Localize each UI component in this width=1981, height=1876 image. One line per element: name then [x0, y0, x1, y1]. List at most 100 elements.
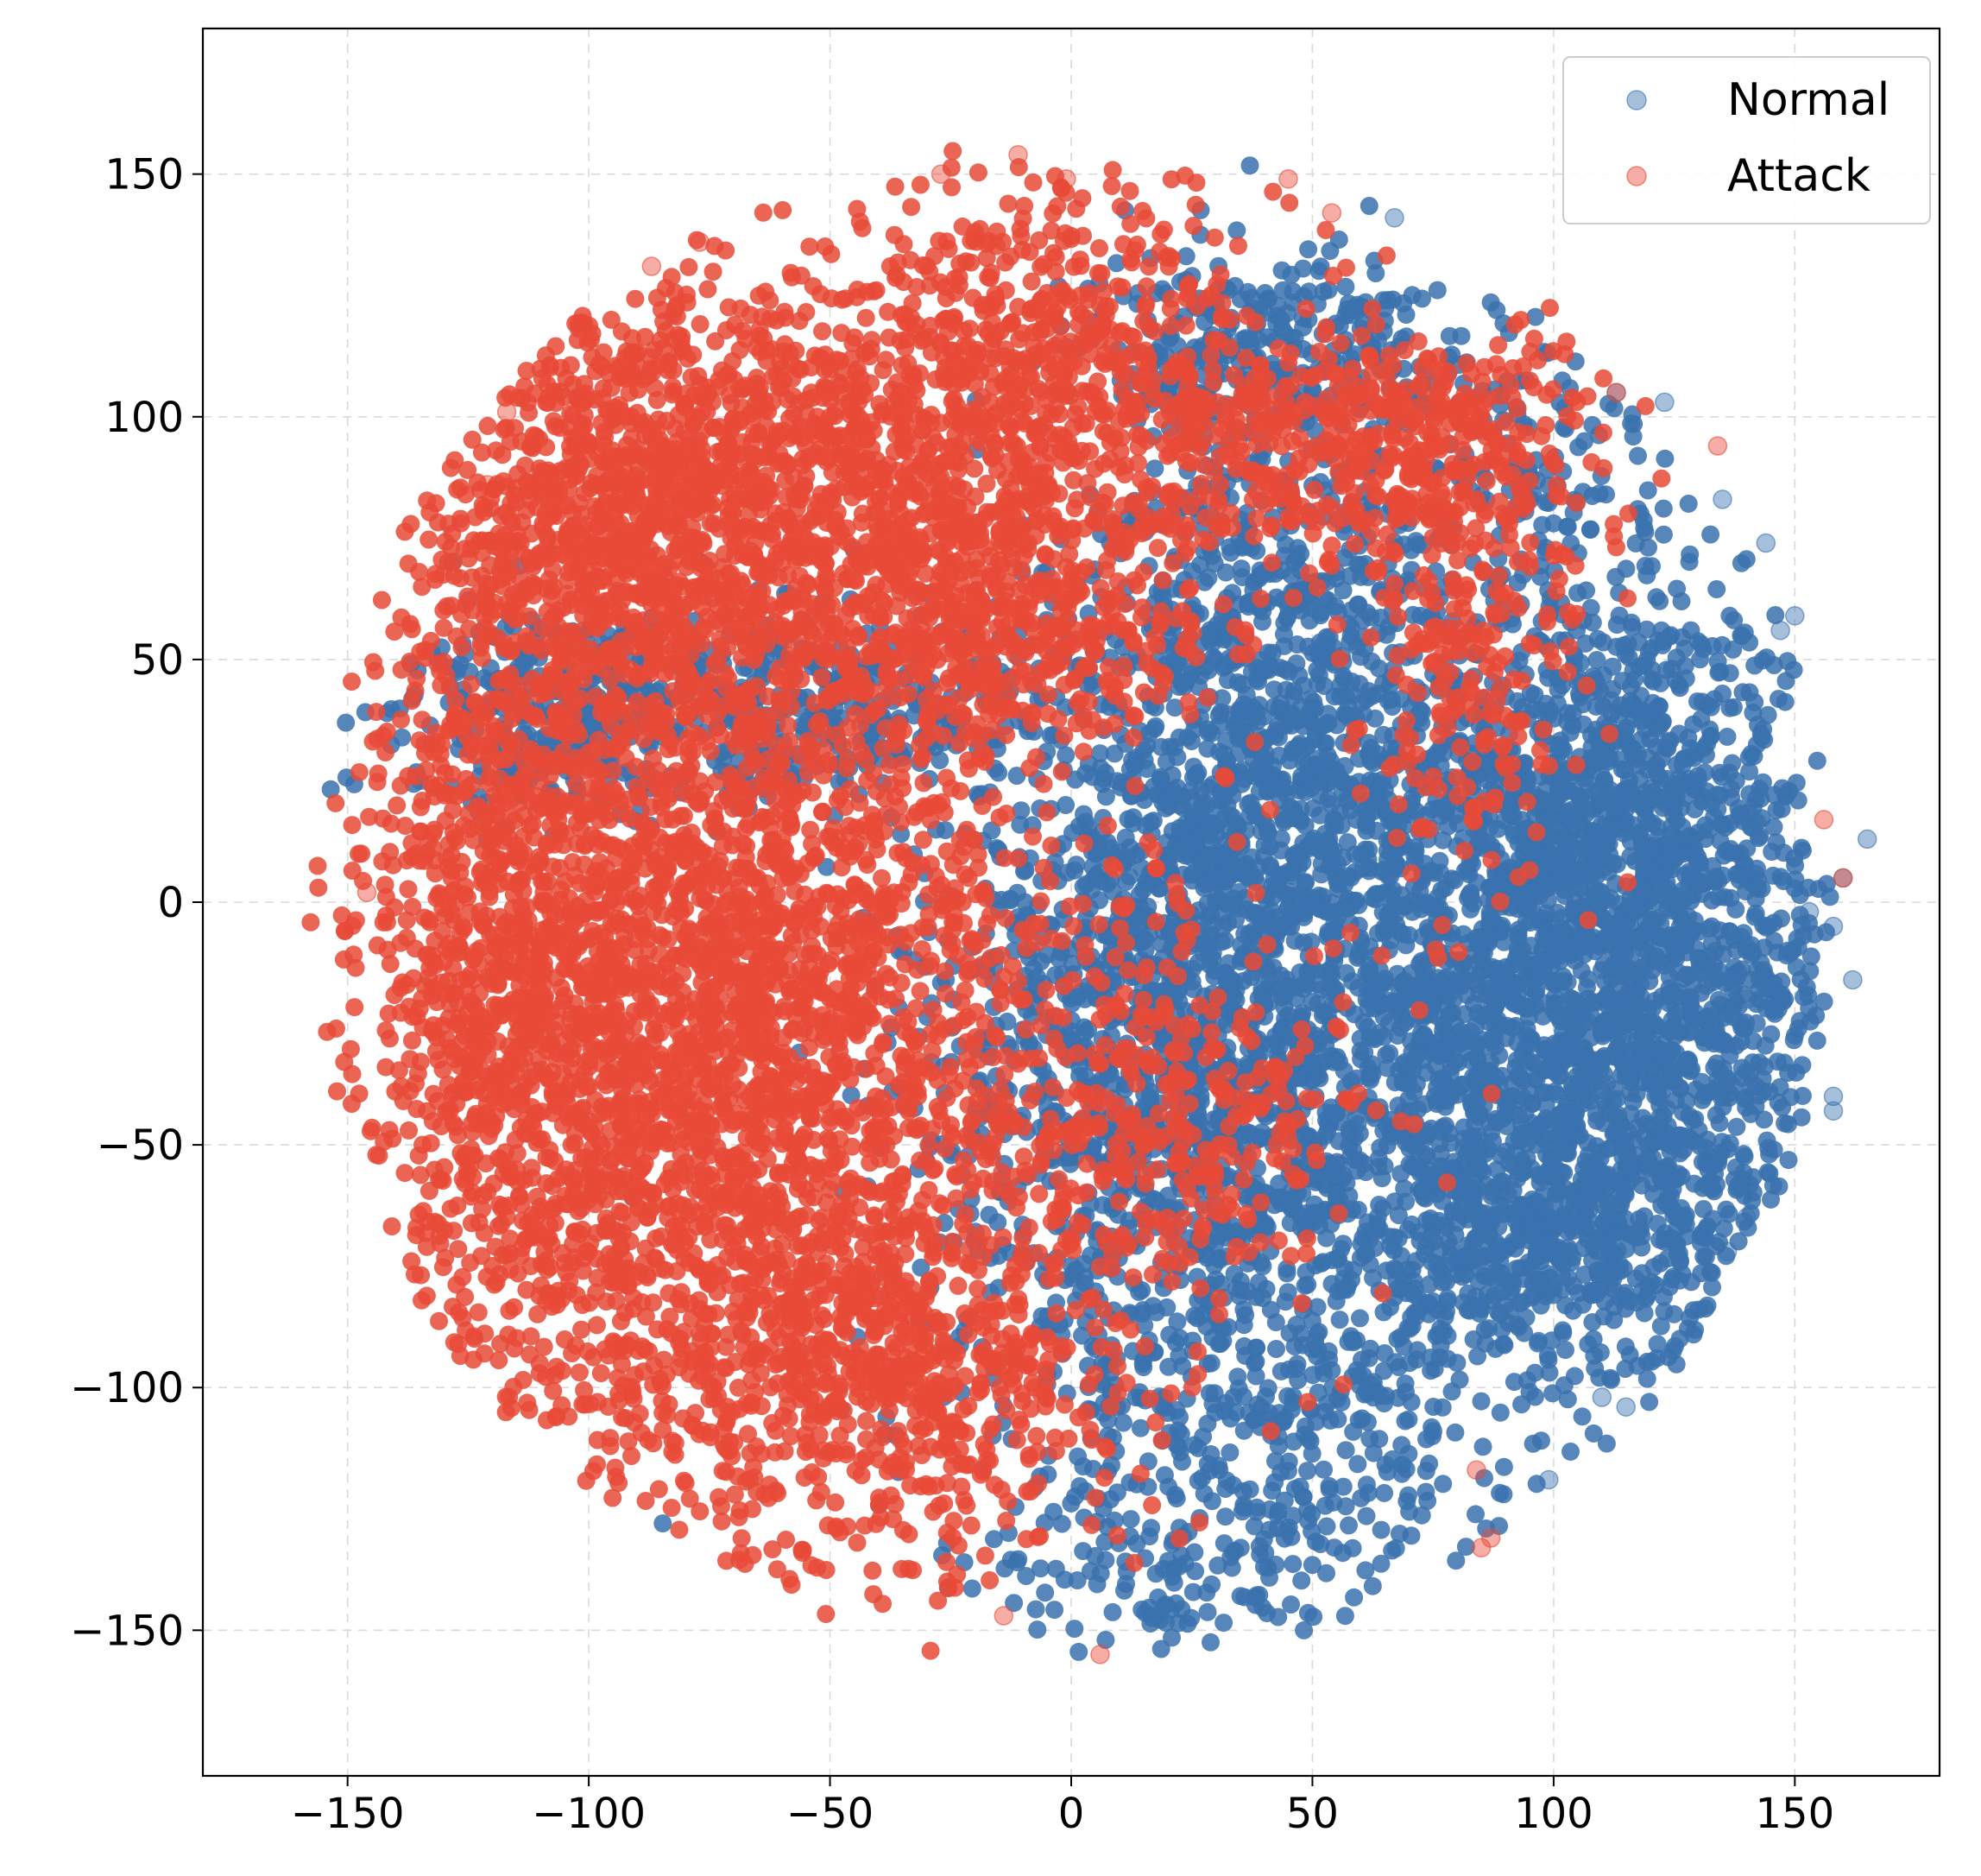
normal-point-2095 [1240, 156, 1259, 175]
normal-point-4799 [1605, 800, 1624, 819]
normal-point-522 [1057, 746, 1076, 765]
normal-point-4631 [1740, 762, 1758, 781]
normal-point-2682 [1276, 717, 1295, 735]
normal-point-4069 [1440, 986, 1459, 1005]
normal-point-4067 [1464, 995, 1483, 1014]
normal-point-2409 [1282, 565, 1301, 584]
normal-point-3328 [1334, 666, 1353, 685]
normal-point-2805 [1322, 847, 1341, 866]
normal-point-4580 [1679, 494, 1698, 513]
normal-point-4710 [1707, 580, 1726, 598]
normal-point-4152 [1498, 987, 1517, 1005]
normal-point-3199 [1255, 836, 1274, 855]
normal-point-4773 [1587, 754, 1606, 773]
normal-point-4722 [1562, 1075, 1581, 1094]
normal-point-3800 [1290, 810, 1309, 829]
normal-point-2544 [1238, 868, 1257, 887]
normal-point-609 [1011, 815, 1030, 834]
normal-point-4628 [1778, 652, 1797, 671]
normal-point-4716 [1667, 842, 1686, 861]
normal-point-2212 [1076, 875, 1095, 894]
normal-point-4519 [1637, 565, 1656, 584]
normal-point-4036 [1401, 982, 1419, 1001]
normal-point-2329 [1293, 1004, 1312, 1022]
normal-point-4821 [1764, 818, 1783, 837]
normal-point-3924 [1399, 925, 1418, 944]
normal-point-3877 [1303, 1071, 1322, 1090]
normal-point-1945 [1225, 988, 1243, 1007]
normal-point-2502 [1328, 716, 1347, 735]
normal-point-4744 [1662, 660, 1681, 679]
normal-point-4644 [1740, 683, 1759, 702]
normal-point-3448 [1294, 834, 1313, 852]
normal-point-3910 [1378, 691, 1397, 710]
normal-point-960 [1067, 856, 1086, 875]
normal-point-2943 [1314, 1253, 1333, 1272]
normal-point-2460 [1264, 958, 1283, 977]
normal-point-4173 [1482, 913, 1501, 932]
normal-point-4660 [1519, 900, 1537, 918]
normal-point-4789 [1701, 525, 1720, 544]
normal-point-4619 [1623, 617, 1642, 636]
normal-point-4792 [1551, 819, 1570, 838]
normal-point-3967 [1488, 959, 1507, 978]
normal-point-4824 [1740, 633, 1758, 652]
normal-point-2594 [1172, 673, 1191, 692]
normal-point-4739 [1702, 891, 1721, 910]
normal-point-825 [1389, 1206, 1408, 1224]
normal-point-3869 [1272, 989, 1291, 1007]
normal-point-4967 [1789, 938, 1808, 957]
normal-point-2556 [1259, 778, 1278, 797]
normal-point-2490 [1135, 751, 1154, 769]
normal-point-4689 [1555, 869, 1574, 887]
normal-point-2408 [1242, 968, 1261, 987]
normal-point-3418 [1318, 746, 1337, 765]
normal-point-2037 [1360, 197, 1378, 215]
normal-point-939 [1272, 1188, 1291, 1207]
normal-point-4679 [1745, 656, 1764, 675]
normal-point-3500 [1255, 752, 1274, 771]
normal-point-4826 [1633, 798, 1652, 817]
normal-point-4783 [1583, 852, 1602, 871]
normal-point-3197 [1312, 651, 1331, 669]
normal-point-2971 [1318, 831, 1337, 850]
normal-point-2624 [1352, 845, 1371, 864]
normal-point-4612 [1808, 751, 1826, 770]
normal-point-4476 [1440, 1005, 1459, 1024]
normal-point-4043 [1400, 1155, 1419, 1174]
normal-point-4911 [1700, 720, 1719, 739]
normal-point-4701 [1629, 446, 1647, 465]
normal-point-2653 [1204, 914, 1223, 933]
normal-point-4532 [1776, 672, 1795, 691]
normal-point-1985 [1090, 744, 1109, 763]
normal-point-4682 [1714, 846, 1733, 865]
normal-point-4533 [1593, 633, 1612, 652]
normal-point-776 [1057, 796, 1076, 814]
normal-point-4782 [1617, 730, 1636, 749]
normal-point-4083 [1375, 974, 1394, 993]
normal-point-3865 [1366, 709, 1385, 728]
normal-point-4026 [1393, 1055, 1412, 1074]
normal-point-4968 [1722, 788, 1741, 807]
normal-point-3434 [1341, 869, 1360, 887]
normal-point-3016 [1227, 910, 1246, 929]
normal-point-4811 [1541, 701, 1560, 720]
normal-point-4754 [1574, 715, 1593, 734]
normal-point-4667 [1552, 908, 1571, 927]
normal-point-4478 [1587, 651, 1606, 669]
normal-point-3831 [1517, 1020, 1536, 1039]
normal-point-453 [817, 857, 836, 876]
normal-point-4627 [1737, 550, 1756, 569]
normal-point-2011 [1032, 952, 1050, 971]
normal-point-4677 [1705, 690, 1724, 709]
normal-point-4820 [1703, 636, 1722, 655]
normal-point-4587 [1535, 951, 1554, 970]
normal-point-2644 [1151, 770, 1170, 789]
normal-point-4321 [1770, 690, 1788, 708]
normal-point-2068 [1265, 680, 1284, 699]
normal-point-4257 [1511, 972, 1530, 991]
normal-point-3902 [1372, 796, 1391, 815]
normal-point-4072 [1467, 1048, 1486, 1067]
normal-point-3343 [1321, 963, 1340, 982]
normal-point-4128 [1467, 928, 1486, 947]
